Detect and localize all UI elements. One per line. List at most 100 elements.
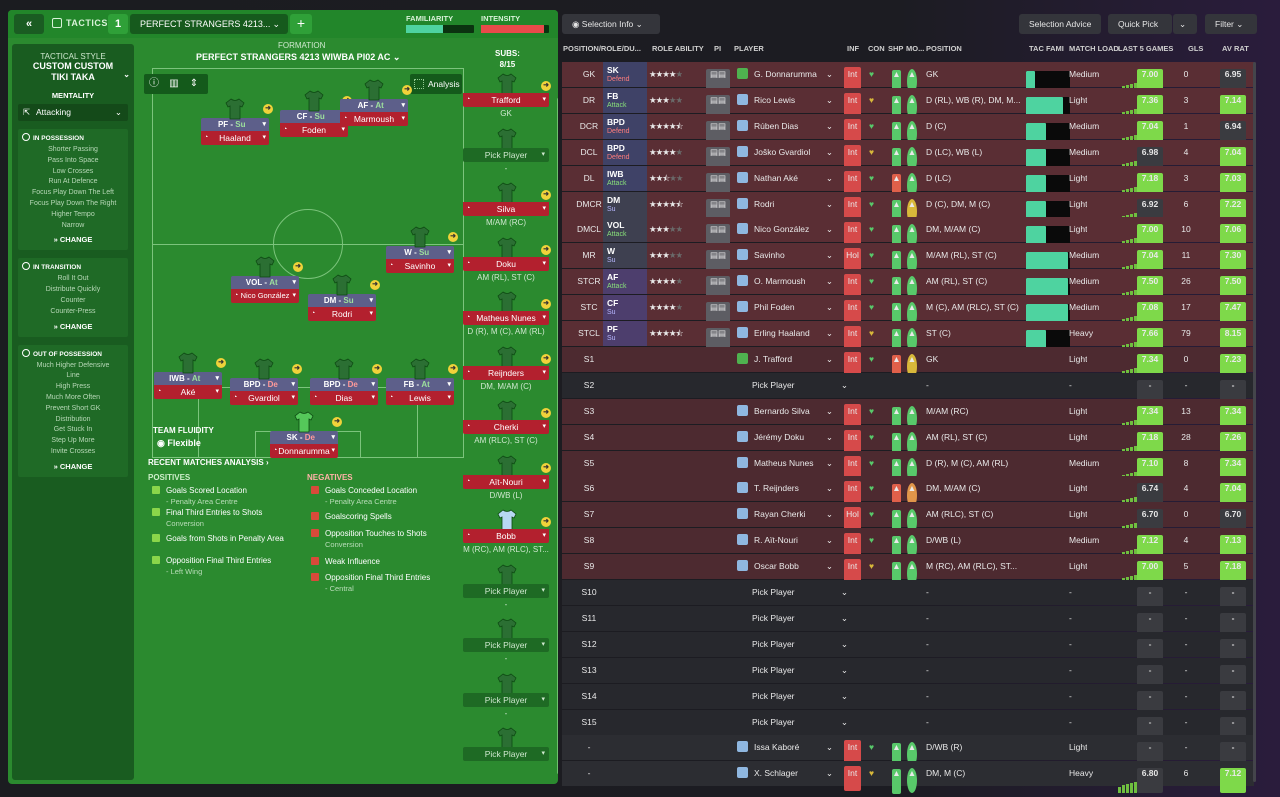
role-cell[interactable]: CF Su bbox=[603, 295, 647, 321]
role-cell[interactable]: BPD Defend bbox=[603, 113, 647, 139]
subs-scrollbar[interactable] bbox=[557, 98, 558, 774]
pitch-player[interactable]: BPD - De ▾ ◔ Dias ▾ ➜ bbox=[310, 358, 382, 405]
table-row[interactable]: DCL BPD Defend ★★★★★ ▤▤ Joško Gvardiol ⌄ Int ♥ ▲ ▲… bbox=[562, 139, 1254, 174]
role-cell[interactable]: DM Su bbox=[603, 191, 647, 217]
table-row[interactable]: S1 J. Trafford ⌄ Int ♥ ▲ ▲ GK Light 7.34 0 7.23 bbox=[562, 346, 1254, 380]
table-row[interactable]: DCR BPD Defend ★★★★⯪ ▤▤ Rúben Dias ⌄ Int ♥ ▲ ▲ D (C… bbox=[562, 113, 1254, 148]
instruction-arrow-icon[interactable]: ➜ bbox=[541, 408, 551, 418]
table-row[interactable]: S11 Pick Player ⌄ - - - - - bbox=[562, 605, 1254, 638]
sub-slot[interactable]: ◔ Bobb ▾ ➜ M (RC), AM (RLC), ST... bbox=[463, 509, 551, 554]
in-transition-change-button[interactable]: » CHANGE bbox=[53, 321, 93, 331]
instruction-arrow-icon[interactable]: ➜ bbox=[370, 280, 380, 290]
pitch-player[interactable]: DM - Su ▾ ◔ Rodri ▾ ➜ bbox=[308, 274, 380, 321]
sub-slot[interactable]: ◔ Cherki ▾ ➜ AM (RLC), ST (C) bbox=[463, 400, 551, 445]
table-row[interactable]: S9 Oscar Bobb ⌄ Int ♥ ▲ ▲ M (RC), AM (RLC), ST.… bbox=[562, 554, 1254, 588]
role-cell[interactable]: W Su bbox=[603, 243, 647, 269]
table-row[interactable]: MR W Su ★★★★★ ▤▤ Savinho ⌄ Hol ♥ ▲ ▲ M/AM (RL), ST … bbox=[562, 243, 1254, 278]
table-row[interactable]: STC CF Su ★★★★★ ▤▤ Phil Foden ⌄ Int ♥ ▲ ▲ M (C), AM… bbox=[562, 295, 1254, 330]
sub-slot[interactable]: ◔ Aït-Nouri ▾ ➜ D/WB (L) bbox=[463, 454, 551, 500]
table-row[interactable]: DMCL VOL Attack ★★★★★ ▤▤ Nico González ⌄ Int ♥ ▲ ▲… bbox=[562, 217, 1254, 252]
pitch-player[interactable]: SK - De ▾ ◔ Donnarumma ▾ ➜ bbox=[270, 411, 342, 458]
pitch-player[interactable]: PF - Su ▾ ◔ Haaland ▾ ➜ bbox=[201, 98, 273, 145]
table-row[interactable]: DR FB Attack ★★★★★ ▤▤ Rico Lewis ⌄ Int ♥ ▲ ▲ D (RL)… bbox=[562, 87, 1254, 122]
pitch-player[interactable]: FB - At ▾ ◔ Lewis ▾ ➜ bbox=[386, 358, 458, 405]
table-row[interactable]: STCR AF Attack ★★★★★ ▤▤ O. Marmoush ⌄ Int ♥ ▲ ▲ AM … bbox=[562, 269, 1254, 304]
tactical-style-select[interactable]: CUSTOM CUSTOM TIKI TAKA ⌄ bbox=[12, 61, 134, 83]
stats-icon[interactable]: ▥ bbox=[169, 78, 179, 89]
sub-slot[interactable]: Pick Player ▾ - bbox=[463, 672, 549, 718]
table-row[interactable]: DMCR DM Su ★★★★⯪ ▤▤ Rodri ⌄ Int ♥ ▲ ▲ D (C), DM, M … bbox=[562, 191, 1254, 226]
player-select[interactable]: R. Aït-Nouri ⌄ bbox=[737, 528, 837, 553]
player-select[interactable]: Matheus Nunes ⌄ bbox=[737, 451, 837, 476]
table-row[interactable]: S2 Pick Player ⌄ - - - - - bbox=[562, 372, 1254, 405]
negative-item[interactable]: Weak Influence bbox=[311, 556, 380, 567]
pick-player-select[interactable]: Pick Player ▾ bbox=[463, 692, 549, 707]
table-row[interactable]: DL IWB Attack ★★⯪★★ ▤▤ Nathan Aké ⌄ Int ♥ ▲ ▲ D (LC… bbox=[562, 165, 1254, 200]
table-row[interactable]: S15 Pick Player ⌄ - - - - - bbox=[562, 709, 1254, 742]
table-row[interactable]: S14 Pick Player ⌄ - - - - - bbox=[562, 683, 1254, 716]
column-header[interactable]: POSITION bbox=[926, 44, 962, 53]
pick-player-select[interactable]: Pick Player ▾ bbox=[463, 747, 549, 761]
positive-item[interactable]: Opposition Final Third Entries - Left Win… bbox=[152, 555, 271, 577]
sub-slot[interactable]: ◔ Trafford ▾ ➜ GK bbox=[463, 73, 551, 118]
table-row[interactable]: S4 Jérémy Doku ⌄ Int ♥ ▲ ▲ AM (RL), ST (C) Light… bbox=[562, 424, 1254, 458]
player-select[interactable]: Rico Lewis ⌄ bbox=[737, 88, 837, 113]
negative-item[interactable]: Opposition Touches to Shots Conversion bbox=[311, 528, 427, 550]
player-select[interactable]: Phil Foden ⌄ bbox=[737, 295, 837, 320]
table-row[interactable]: - Issa Kaboré ⌄ Int ♥ ▲ ▲ D/WB (R) Light - - - bbox=[562, 735, 1254, 769]
quick-pick-dropdown[interactable]: ⌄ bbox=[1173, 14, 1197, 34]
positive-item[interactable]: Goals Scored Location - Penalty Area Cent… bbox=[152, 485, 247, 507]
column-header[interactable]: PI bbox=[714, 44, 722, 53]
pitch-player[interactable]: CF - Su▾◔Foden▾➜ bbox=[280, 90, 352, 137]
instruction-arrow-icon[interactable]: ➜ bbox=[292, 364, 302, 374]
sub-slot[interactable]: Pick Player ▾ - bbox=[463, 618, 549, 663]
pick-player-select[interactable]: Pick Player ⌄ bbox=[752, 710, 852, 735]
pick-player-select[interactable]: Pick Player ⌄ bbox=[752, 373, 852, 398]
table-row[interactable]: S10 Pick Player ⌄ - - - - - bbox=[562, 580, 1254, 612]
positive-item[interactable]: Final Third Entries to Shots Conversion bbox=[152, 507, 262, 529]
pick-player-select[interactable]: Pick Player ▾ bbox=[463, 583, 549, 598]
sub-slot[interactable]: ◔ Matheus Nunes ▾ ➜ D (R), M (C), AM (RL) bbox=[463, 291, 551, 336]
add-tactic-button[interactable]: + bbox=[290, 14, 312, 34]
table-row[interactable]: S6 T. Reijnders ⌄ Int ♥ ▲ ▲ DM, M/AM (C) Light 6.… bbox=[562, 476, 1254, 510]
player-select[interactable]: Joško Gvardiol ⌄ bbox=[737, 140, 837, 165]
table-row[interactable]: S7 Rayan Cherki ⌄ Hol ♥ ▲ ▲ AM (RLC), ST (C) Lig… bbox=[562, 502, 1254, 536]
player-select[interactable]: Oscar Bobb ⌄ bbox=[737, 554, 837, 579]
table-row[interactable]: S12 Pick Player ⌄ - - - - - bbox=[562, 631, 1254, 664]
info-icon[interactable]: ⓘ bbox=[149, 78, 159, 89]
column-header[interactable]: AV RAT bbox=[1222, 44, 1249, 53]
instruction-arrow-icon[interactable]: ➜ bbox=[216, 358, 226, 368]
role-cell[interactable]: IWB Attack bbox=[603, 165, 647, 191]
recent-matches-analysis-link[interactable]: RECENT MATCHES ANALYSIS › bbox=[148, 458, 269, 467]
pick-player-select[interactable]: Pick Player ▾ bbox=[463, 638, 549, 652]
player-select[interactable]: X. Schlager ⌄ bbox=[737, 761, 837, 786]
player-select[interactable]: Issa Kaboré ⌄ bbox=[737, 735, 837, 760]
column-header[interactable]: LAST 5 GAMES bbox=[1118, 44, 1174, 53]
formation-select[interactable]: PERFECT STRANGERS 4213 WIWBA PI02 AC ⌄ bbox=[196, 52, 400, 63]
analysis-button[interactable]: Analysis bbox=[410, 74, 462, 94]
sub-slot[interactable]: ◔ Reijnders ▾ ➜ DM, M/AM (C) bbox=[463, 345, 551, 391]
column-header[interactable]: TAC FAMI bbox=[1029, 44, 1064, 53]
mentality-select[interactable]: ⇱ Attacking ⌄ bbox=[18, 104, 128, 121]
player-select[interactable]: T. Reijnders ⌄ bbox=[737, 476, 837, 501]
player-select[interactable]: Nathan Aké ⌄ bbox=[737, 166, 837, 191]
instruction-arrow-icon[interactable]: ➜ bbox=[332, 417, 342, 427]
instruction-arrow-icon[interactable]: ➜ bbox=[541, 81, 551, 91]
table-row[interactable]: S5 Matheus Nunes ⌄ Int ♥ ▲ ▲ D (R), M (C), AM (… bbox=[562, 450, 1254, 484]
player-select[interactable]: J. Trafford ⌄ bbox=[737, 347, 837, 372]
role-cell[interactable]: FB Attack bbox=[603, 87, 647, 113]
table-row[interactable]: STCL PF Su ★★★★⯪ ▤▤ Erling Haaland ⌄ Int ♥ ▲ ▲ ST (… bbox=[562, 321, 1254, 355]
sub-slot[interactable]: Pick Player ▾ - bbox=[463, 563, 549, 609]
instruction-arrow-icon[interactable]: ➜ bbox=[541, 462, 551, 473]
pitch-player[interactable]: VOL - At ▾ ◔ Nico González ▾ ➜ bbox=[231, 256, 303, 303]
instruction-arrow-icon[interactable]: ➜ bbox=[541, 353, 551, 364]
column-header[interactable]: ROLE ABILITY bbox=[652, 44, 704, 53]
player-select[interactable]: O. Marmoush ⌄ bbox=[737, 269, 837, 294]
column-header[interactable]: GLS bbox=[1188, 44, 1204, 53]
selection-advice-button[interactable]: Selection Advice bbox=[1019, 14, 1102, 34]
player-select[interactable]: G. Donnarumma ⌄ bbox=[737, 62, 837, 87]
in-possession-change-button[interactable]: » CHANGE bbox=[53, 235, 93, 245]
pick-player-select[interactable]: Pick Player ▾ bbox=[463, 147, 549, 162]
column-header[interactable]: SHP bbox=[888, 44, 904, 53]
sub-slot[interactable]: ◔ Doku ▾ ➜ AM (RL), ST (C) bbox=[463, 236, 551, 282]
